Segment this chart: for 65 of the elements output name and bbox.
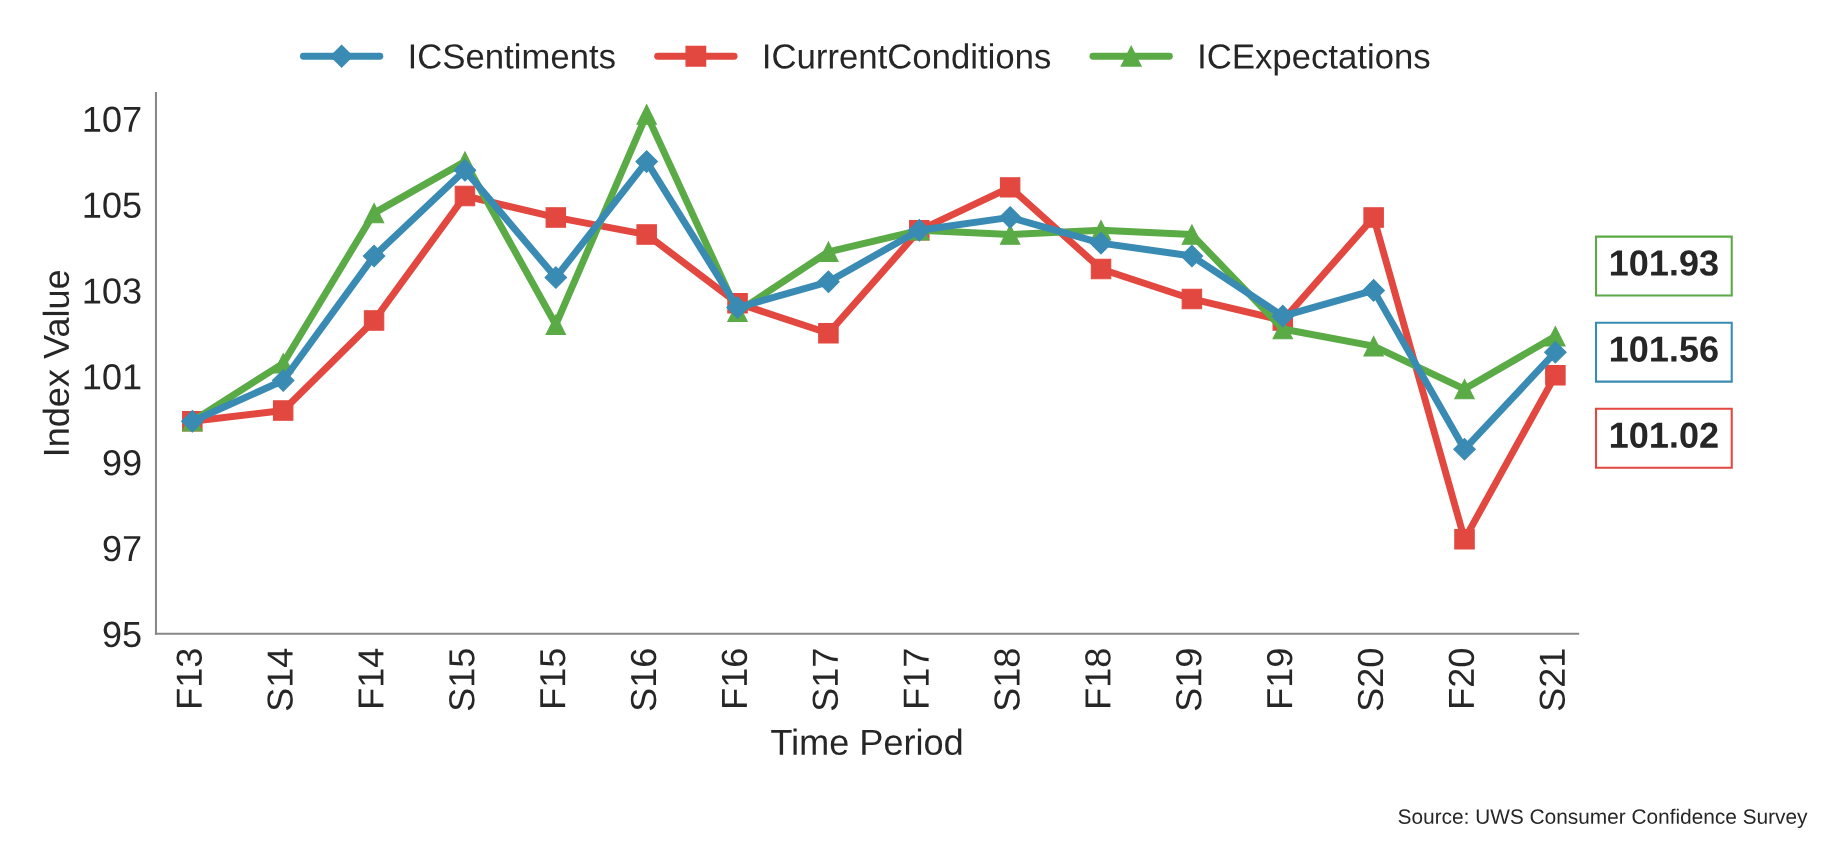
source-note: Source: UWS Consumer Confidence Survey xyxy=(1398,808,1808,829)
point xyxy=(362,244,386,268)
point xyxy=(999,224,1021,245)
point xyxy=(818,241,839,262)
point xyxy=(726,296,749,319)
point xyxy=(1271,304,1295,328)
point xyxy=(1362,279,1385,302)
point xyxy=(1544,340,1567,364)
point xyxy=(454,185,476,207)
x-tick-label: F19 xyxy=(1266,649,1293,707)
point xyxy=(363,310,385,331)
point xyxy=(1180,244,1204,268)
point xyxy=(1453,437,1476,461)
x-tick-label: F20 xyxy=(1448,649,1475,707)
y-tick-label: 99 xyxy=(103,449,141,476)
point xyxy=(817,270,840,294)
x-tick-label: S20 xyxy=(1357,649,1384,711)
x-tick-label: F16 xyxy=(721,649,748,707)
point xyxy=(545,207,567,228)
data-label: 101.56 xyxy=(1610,336,1718,362)
point xyxy=(1181,288,1203,310)
x-tick-label: S15 xyxy=(449,649,475,711)
x-tick-label: F13 xyxy=(176,649,203,707)
x-tick-label: S17 xyxy=(812,649,839,711)
point xyxy=(636,224,657,245)
point xyxy=(999,177,1021,198)
x-tick-label: F18 xyxy=(1085,649,1111,707)
point xyxy=(1454,378,1475,400)
data-label: 101.93 xyxy=(1610,250,1718,276)
point xyxy=(1363,335,1384,357)
point xyxy=(363,202,385,224)
y-tick-label: 97 xyxy=(103,535,141,562)
point xyxy=(544,266,568,289)
point xyxy=(818,323,839,344)
y-tick-label: 103 xyxy=(84,278,141,304)
point xyxy=(1363,207,1384,228)
x-tick-label: S16 xyxy=(630,649,657,711)
point xyxy=(545,314,567,335)
x-tick-label: S21 xyxy=(1539,649,1566,711)
x-tick-label: S19 xyxy=(1176,649,1202,711)
y-tick-label: 95 xyxy=(103,621,141,648)
x-tick-label: F15 xyxy=(540,649,566,707)
x-tick-label: F14 xyxy=(358,648,384,707)
legend-label: ICurrentConditions xyxy=(765,43,1051,69)
x-tick-label: S14 xyxy=(267,648,293,711)
point xyxy=(998,206,1022,229)
point xyxy=(1545,365,1566,386)
legend-label: ICExpectations xyxy=(1200,43,1430,76)
x-axis-title: Time Period xyxy=(771,728,962,756)
y-tick-label: 107 xyxy=(84,106,141,133)
point xyxy=(271,369,295,392)
point xyxy=(636,104,657,125)
point xyxy=(635,150,658,173)
point xyxy=(1090,258,1112,280)
data-label: 101.02 xyxy=(1610,422,1718,448)
y-tick-label: 105 xyxy=(84,192,141,218)
y-tick-label: 101 xyxy=(84,364,141,390)
point xyxy=(272,400,294,421)
point xyxy=(453,158,477,182)
y-axis-title: Index Value xyxy=(42,270,70,455)
x-tick-label: F17 xyxy=(903,649,929,707)
x-tick-label: S18 xyxy=(994,649,1020,711)
legend-label: ICSentiments xyxy=(410,43,615,69)
point xyxy=(1089,231,1113,255)
point xyxy=(1454,529,1475,550)
